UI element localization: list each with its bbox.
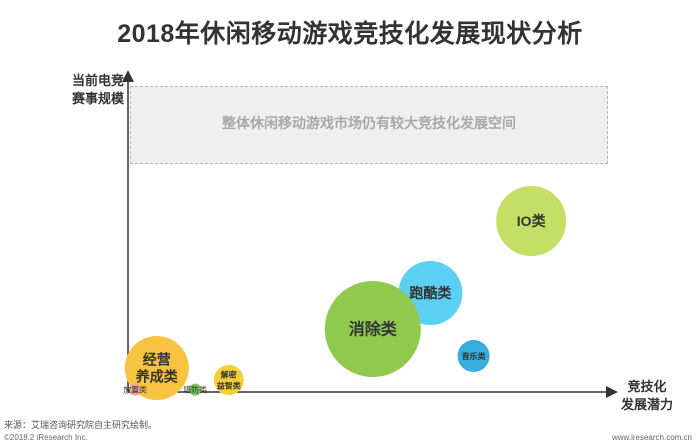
bubble-label-3: 音乐类 [462, 351, 486, 361]
bubble-2 [324, 281, 421, 377]
chart-title: 2018年休闲移动游戏竞技化发展现状分析 [117, 20, 583, 48]
copyright-text: ©2018.2 iResearch Inc. [4, 433, 88, 442]
bubble-5 [213, 365, 244, 395]
y-axis-label: 当前电竞 赛事规模 [71, 73, 124, 106]
source-note: 来源：艾瑞咨询研究院自主研究绘制。 [4, 420, 158, 430]
bubble-0 [496, 186, 567, 256]
bubble-label-0: IO类 [517, 213, 547, 229]
website-text: www.iresearch.com.cn [611, 433, 692, 442]
bubble-group: IO类跑酷类消除类音乐类 经营养成类解密益智类塔防类 放置类 [123, 186, 567, 400]
bubble-label-6: 塔防类 [183, 384, 207, 394]
bubble-label-7: 放置类 [123, 384, 147, 394]
bubble-6 [189, 383, 202, 396]
bubble-7 [129, 383, 142, 396]
annotation-banner: 整体休闲移动游戏市场仍有较大竞技化发展空间 [130, 86, 608, 164]
x-axis-label: 竞技化 发展潜力 [620, 379, 673, 412]
bubble-4 [124, 336, 189, 400]
bubble-3 [457, 340, 490, 372]
annotation-text: 整体休闲移动游戏市场仍有较大竞技化发展空间 [222, 115, 516, 131]
bubble-label-5: 解密益智类 [217, 369, 241, 390]
bubble-label-4: 经营养成类 [135, 351, 179, 384]
bubble-label-2: 消除类 [349, 320, 398, 339]
bubble-label-1: 跑酷类 [409, 285, 452, 301]
